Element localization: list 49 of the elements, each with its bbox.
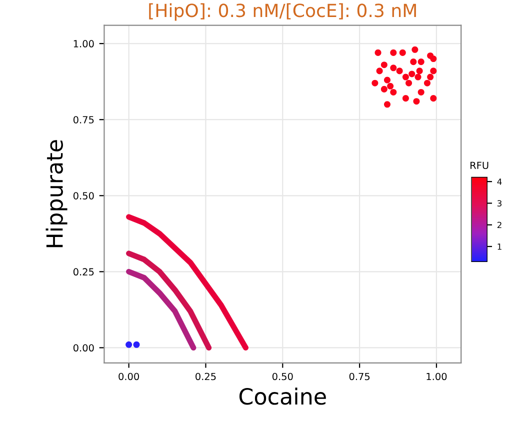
point: [414, 74, 422, 80]
point: [427, 74, 434, 80]
point: [430, 56, 437, 62]
point: [430, 68, 437, 74]
point: [390, 88, 397, 96]
point: [418, 88, 424, 96]
point: [133, 341, 140, 348]
x-tick-label: 1.00: [426, 372, 447, 380]
point: [430, 95, 437, 102]
x-tick-label: 0.25: [196, 372, 216, 380]
point: [399, 49, 406, 56]
point: [390, 64, 397, 72]
point: [126, 341, 132, 348]
chart-title: [HipO]: 0.3 nM/[CocE]: 0.3 nM: [149, 3, 416, 21]
point: [412, 46, 418, 53]
color-bar-label: 3: [497, 200, 502, 206]
x-tick-label: 0.50: [272, 372, 293, 380]
color-bar-label: 1: [498, 244, 502, 250]
point: [396, 68, 403, 74]
point: [390, 49, 397, 56]
x-axis-title: Cocaine: [239, 388, 326, 405]
point: [408, 70, 416, 78]
x-tick-label: 0.00: [118, 372, 139, 380]
y-axis-title: Hippurate: [46, 140, 68, 248]
y-tick-label: 0.50: [73, 192, 94, 200]
point: [424, 80, 430, 86]
point: [410, 58, 417, 66]
point: [418, 58, 424, 66]
y-tick-label: 0.00: [73, 344, 94, 352]
color-bar-label: 4: [497, 178, 502, 185]
point: [402, 74, 409, 80]
point: [384, 76, 391, 84]
point: [413, 98, 420, 105]
y-tick-label: 0.75: [73, 116, 94, 124]
point: [387, 82, 394, 90]
point: [376, 68, 383, 74]
point: [380, 86, 388, 92]
x-tick-label: 0.75: [349, 372, 370, 380]
point: [372, 80, 378, 86]
color-bar-title: RFU: [470, 162, 488, 170]
point: [374, 49, 382, 56]
y-tick-label: 1.00: [74, 40, 94, 48]
point: [406, 80, 412, 86]
point: [384, 101, 391, 108]
point: [402, 95, 409, 102]
point: [380, 62, 388, 68]
point: [416, 68, 423, 74]
color-bar-label: 2: [497, 222, 502, 228]
y-tick-label: 0.25: [73, 268, 94, 276]
